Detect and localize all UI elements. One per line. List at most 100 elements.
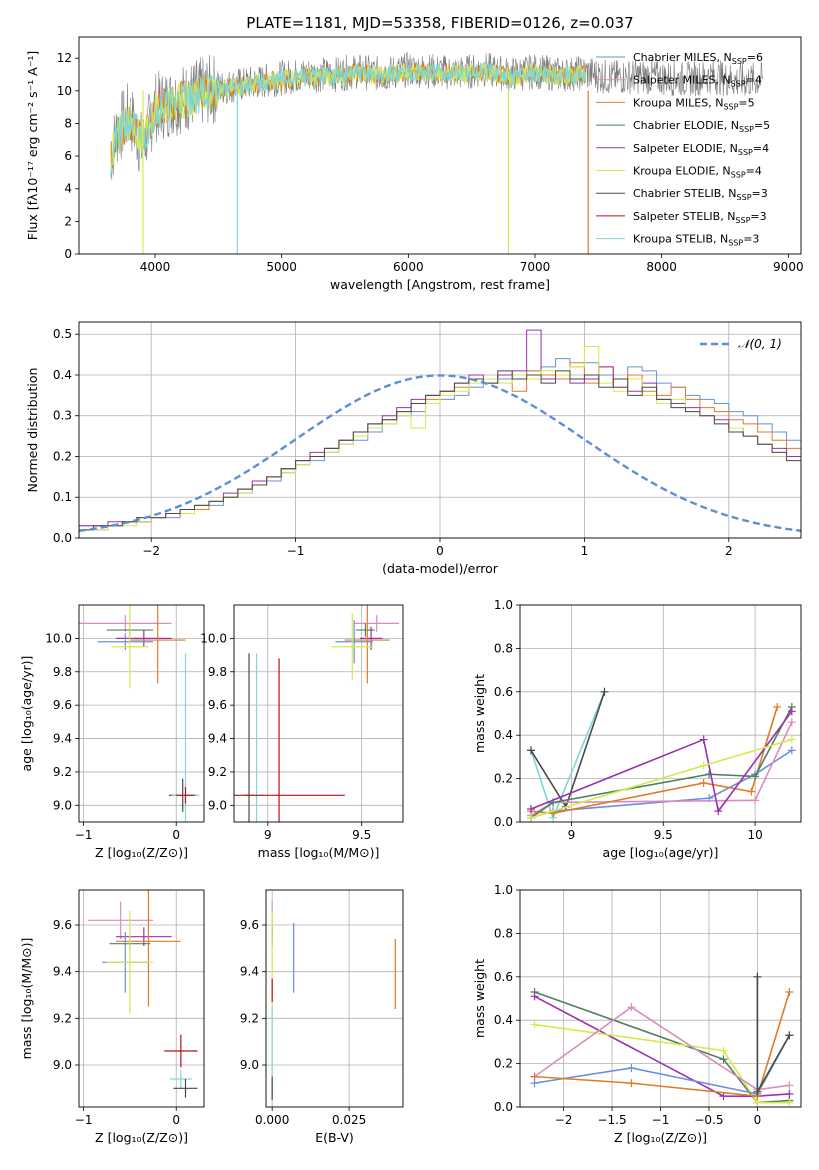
y-tick-label: 9.0: [53, 798, 72, 812]
y-tick-label: 9.2: [208, 765, 227, 779]
x-tick-label: −1: [287, 544, 305, 558]
x-tick-label: −2: [142, 544, 160, 558]
massweight-marker: [530, 1072, 539, 1081]
massweight-marker: [705, 770, 714, 779]
y-tick-label: 9.6: [240, 918, 259, 932]
x-tick-label: 6000: [393, 260, 424, 274]
massweight-marker: [627, 1063, 636, 1072]
massweight-marker: [785, 987, 794, 996]
x-axis-label: (data-model)/error: [382, 561, 499, 576]
y-axis-label: mass [log₁₀(M/M⊙)]: [19, 938, 34, 1060]
legend-label: Chabrier MILES, N: [633, 51, 732, 64]
y-tick-label: 0.0: [494, 815, 513, 829]
legend-sub: SSP: [739, 125, 754, 134]
legend-sub: SSP: [737, 193, 752, 202]
y-tick-label: 0.4: [494, 1013, 513, 1027]
x-tick-label: 0: [172, 828, 180, 842]
y-tick-label: 10.0: [200, 631, 227, 645]
massweight-marker: [751, 796, 760, 805]
y-tick-label: 0.2: [494, 772, 513, 786]
legend-entry: Kroupa MILES, NSSP=5: [633, 96, 755, 111]
y-tick-label: 4: [64, 182, 72, 196]
legend-label: Kroupa MILES, N: [633, 96, 723, 109]
legend-entry: Chabrier STELIB, NSSP=3: [633, 187, 768, 202]
y-tick-label: 10.0: [45, 631, 72, 645]
massweight-marker: [699, 761, 708, 770]
massweight-marker: [747, 787, 756, 796]
legend-suffix: =4: [746, 74, 762, 87]
y-tick-label: 0.6: [494, 685, 513, 699]
legend-entry: Chabrier ELODIE, NSSP=5: [633, 119, 770, 134]
y-tick-label: 9.0: [240, 1058, 259, 1072]
massweight-marker: [787, 718, 796, 727]
y-tick-label: 0.4: [494, 728, 513, 742]
massweight-marker: [627, 1003, 636, 1012]
y-tick-label: 9.4: [240, 965, 259, 979]
legend-entry: 𝒩(0, 1): [738, 337, 782, 351]
axes-frame: [265, 889, 404, 1108]
legend-suffix: =5: [738, 96, 754, 109]
y-tick-label: 9.6: [53, 918, 72, 932]
x-tick-label: 0: [754, 1113, 762, 1127]
axes-frame: [78, 604, 205, 823]
massweight-marker: [719, 1055, 728, 1064]
legend-suffix: =3: [752, 187, 768, 200]
legend-label: Chabrier ELODIE, N: [633, 119, 739, 132]
y-tick-label: 0.3: [53, 409, 72, 423]
massweight-marker: [785, 1031, 794, 1040]
legend-sub: SSP: [738, 148, 753, 157]
y-tick-label: 9.0: [53, 1058, 72, 1072]
x-tick-label: 9000: [773, 260, 804, 274]
massweight-line: [530, 721, 793, 817]
y-axis-label: Normed distribution: [25, 368, 40, 493]
legend-label: Salpeter MILES, N: [633, 74, 731, 87]
legend-label: Salpeter STELIB, N: [633, 210, 735, 223]
y-axis-label: mass weight: [472, 959, 487, 1038]
legend-suffix: =3: [750, 210, 766, 223]
y-tick-label: 9.2: [53, 1011, 72, 1025]
x-axis-label: wavelength [Angstrom, rest frame]: [330, 277, 550, 292]
massweight-marker: [527, 746, 536, 755]
massweight-marker: [753, 972, 762, 981]
legend-sub: SSP: [731, 171, 746, 180]
massweight-marker: [699, 778, 708, 787]
y-tick-label: 9.6: [53, 698, 72, 712]
y-tick-label: 0: [64, 247, 72, 261]
panel-mass-vs-ebv: 0.000 0.025 9.0 9.2 9.4 9.6 E(B-V): [240, 889, 404, 1145]
histogram-series: [79, 370, 801, 538]
x-tick-label: −1: [652, 1113, 670, 1127]
y-tick-label: 9.0: [208, 798, 227, 812]
massweight-marker: [785, 1089, 794, 1098]
x-axis-label: age [log₁₀(age/yr)]: [603, 845, 719, 860]
x-tick-label: −2: [555, 1113, 573, 1127]
massweight-marker: [699, 735, 708, 744]
legend-suffix: =3: [743, 233, 759, 246]
massweight-marker: [785, 1081, 794, 1090]
panel-age-vs-mass: 9 9.5 9.0 9.2 9.4 9.6 9.8 10.0 mass [log₁₀(M/M⊙)…: [200, 604, 404, 860]
massweight-marker: [719, 1092, 728, 1101]
x-tick-label: 7000: [520, 260, 551, 274]
massweight-line: [534, 991, 790, 1104]
legend-sub: SSP: [731, 80, 746, 89]
legend-suffix: =4: [746, 165, 762, 178]
axes-frame: [78, 36, 802, 255]
legend-label: Kroupa ELODIE, N: [633, 165, 731, 178]
y-tick-label: 9.8: [53, 665, 72, 679]
y-tick-label: 0.4: [53, 368, 72, 382]
y-tick-label: 1.0: [494, 883, 513, 897]
x-tick-label: 5000: [266, 260, 297, 274]
axes-frame: [78, 321, 802, 539]
massweight-line: [756, 976, 791, 1095]
x-tick-label: 9: [568, 828, 576, 842]
x-tick-label: 10: [747, 828, 762, 842]
y-tick-label: 9.2: [240, 1011, 259, 1025]
axes-frame: [519, 889, 802, 1108]
x-tick-label: 0: [436, 544, 444, 558]
x-axis-label: E(B-V): [315, 1130, 354, 1145]
y-tick-label: 0.8: [494, 926, 513, 940]
legend-label: Kroupa STELIB, N: [633, 233, 728, 246]
massweight-line: [534, 991, 791, 1098]
x-tick-label: 2: [725, 544, 733, 558]
massweight-marker: [787, 735, 796, 744]
